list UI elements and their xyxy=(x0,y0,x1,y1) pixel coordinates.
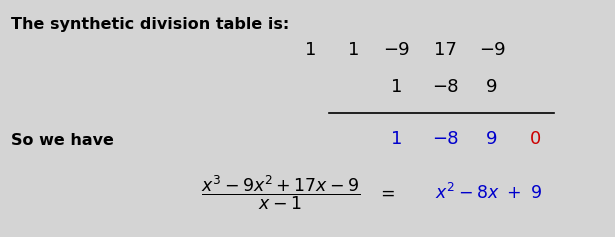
Text: 9: 9 xyxy=(486,77,498,96)
Text: −8: −8 xyxy=(432,77,459,96)
Text: −8: −8 xyxy=(432,130,459,148)
Text: So we have: So we have xyxy=(11,133,114,148)
Text: $\dfrac{x^3 - 9x^2 + 17x - 9}{x - 1}$: $\dfrac{x^3 - 9x^2 + 17x - 9}{x - 1}$ xyxy=(200,174,360,212)
Text: $x^2 - 8x\ + \ 9$: $x^2 - 8x\ + \ 9$ xyxy=(435,183,542,203)
Text: The synthetic division table is:: The synthetic division table is: xyxy=(11,17,289,32)
Text: 1: 1 xyxy=(305,41,316,59)
Text: 0: 0 xyxy=(530,130,541,148)
Text: −9: −9 xyxy=(383,41,410,59)
Text: 1: 1 xyxy=(391,130,402,148)
Text: 1: 1 xyxy=(391,77,402,96)
Text: −9: −9 xyxy=(478,41,506,59)
Text: 1: 1 xyxy=(348,41,359,59)
Text: 9: 9 xyxy=(486,130,498,148)
Text: $=$: $=$ xyxy=(377,184,395,202)
Text: 17: 17 xyxy=(434,41,458,59)
